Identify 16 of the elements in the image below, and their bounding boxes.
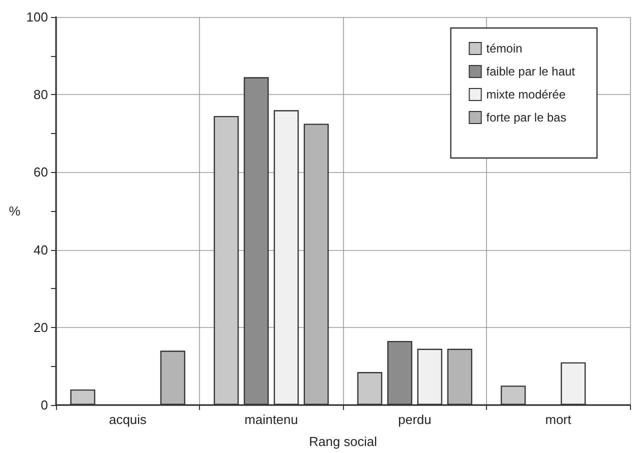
legend-label: forte par le bas	[486, 110, 566, 124]
y-tick-label: 100	[26, 10, 48, 24]
legend-label: mixte modérée	[486, 88, 566, 102]
x-tick-label: mort	[545, 412, 572, 427]
x-tick-label: acquis	[108, 412, 148, 427]
x-tick-label: maintenu	[244, 412, 298, 427]
y-tick-label: 60	[34, 164, 48, 180]
y-axis-title: %	[8, 204, 21, 218]
y-tick-label: 20	[34, 320, 48, 335]
y-tick-label: 40	[34, 242, 48, 258]
legend-label: faible par le haut	[486, 64, 576, 78]
legend-label: témoin	[486, 42, 522, 56]
x-tick-label: perdu	[398, 412, 432, 427]
y-tick-label: 80	[34, 87, 48, 102]
y-tick-label: 0	[40, 398, 48, 412]
x-axis-title: Rang social	[309, 434, 378, 449]
